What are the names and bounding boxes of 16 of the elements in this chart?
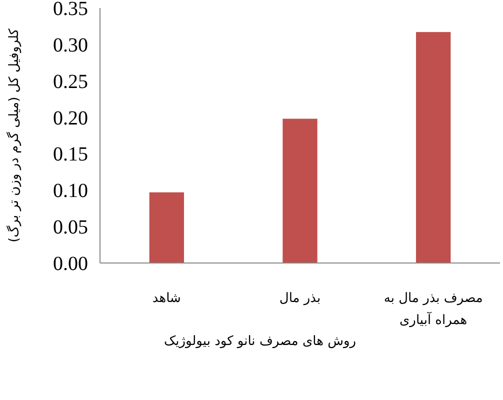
bar [149,192,184,263]
y-tick-label: 0.25 [53,70,88,93]
y-tick-label: 0.05 [53,216,88,239]
y-tick-label: 0.35 [53,0,88,20]
x-tick-label: مصرف بذر مال به همراه آبیاری [384,291,483,328]
y-tick-label: 0.10 [53,180,88,202]
x-tick-label: شاهد [152,291,181,306]
x-tick-label: بذر مال [279,291,321,306]
y-tick-label: 0.15 [53,144,88,166]
bar [416,32,451,263]
bar [282,118,318,263]
y-tick-label: 0.00 [53,253,88,275]
y-axis-title: کلروفیل کل (میلی گرم در وزن تر برگ) [6,28,22,242]
y-tick-label: 0.20 [53,107,88,130]
y-tick-label: 0.30 [53,34,88,56]
x-axis-title: روش های مصرف نانو کود بیولوژیک [164,334,356,349]
